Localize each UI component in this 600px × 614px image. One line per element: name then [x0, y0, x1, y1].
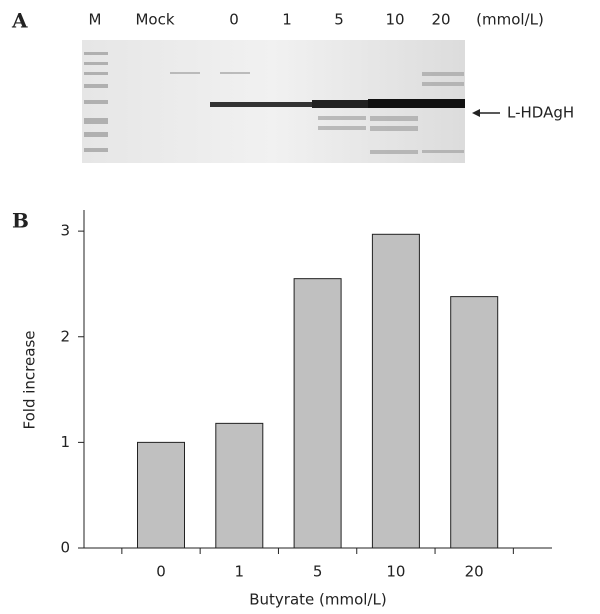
gel-band [368, 99, 420, 108]
x-axis-label: Butyrate (mmol/L) [249, 591, 386, 609]
gel-smear [170, 72, 464, 154]
y-tick-label: 1 [60, 433, 70, 451]
lane-label: 5 [334, 11, 344, 29]
lane-label: 20 [431, 11, 450, 29]
marker-lane [84, 52, 108, 152]
gel-band [210, 102, 260, 107]
lane-label: 10 [385, 11, 404, 29]
lane-label: Mock [135, 11, 174, 29]
y-tick-label: 3 [60, 222, 70, 240]
gel-band [420, 99, 465, 108]
x-tick-label: 10 [386, 563, 405, 581]
panel-label: A [11, 9, 28, 33]
bar [371, 233, 420, 549]
gel [82, 40, 465, 163]
arrow-head [472, 109, 480, 117]
x-tick-label: 20 [465, 563, 484, 581]
band-label: L-HDAgH [507, 104, 574, 122]
lane-unit: (mmol/L) [476, 11, 544, 29]
lane-label: 1 [282, 11, 292, 29]
bar [293, 278, 342, 549]
y-tick-label: 2 [60, 327, 70, 345]
x-tick-label: 1 [235, 563, 245, 581]
bar [215, 422, 264, 549]
bar [137, 441, 185, 549]
lane-label: M [89, 11, 102, 29]
bar [450, 296, 499, 549]
x-tick-label: 5 [313, 563, 323, 581]
y-tick-label: 0 [60, 539, 70, 557]
x-tick-label: 0 [156, 563, 166, 581]
gel-band [312, 100, 368, 108]
lane-label: 0 [229, 11, 239, 29]
gel-band [260, 102, 312, 107]
y-axis-label: Fold increase [21, 331, 39, 430]
panel-label: B [12, 209, 29, 233]
